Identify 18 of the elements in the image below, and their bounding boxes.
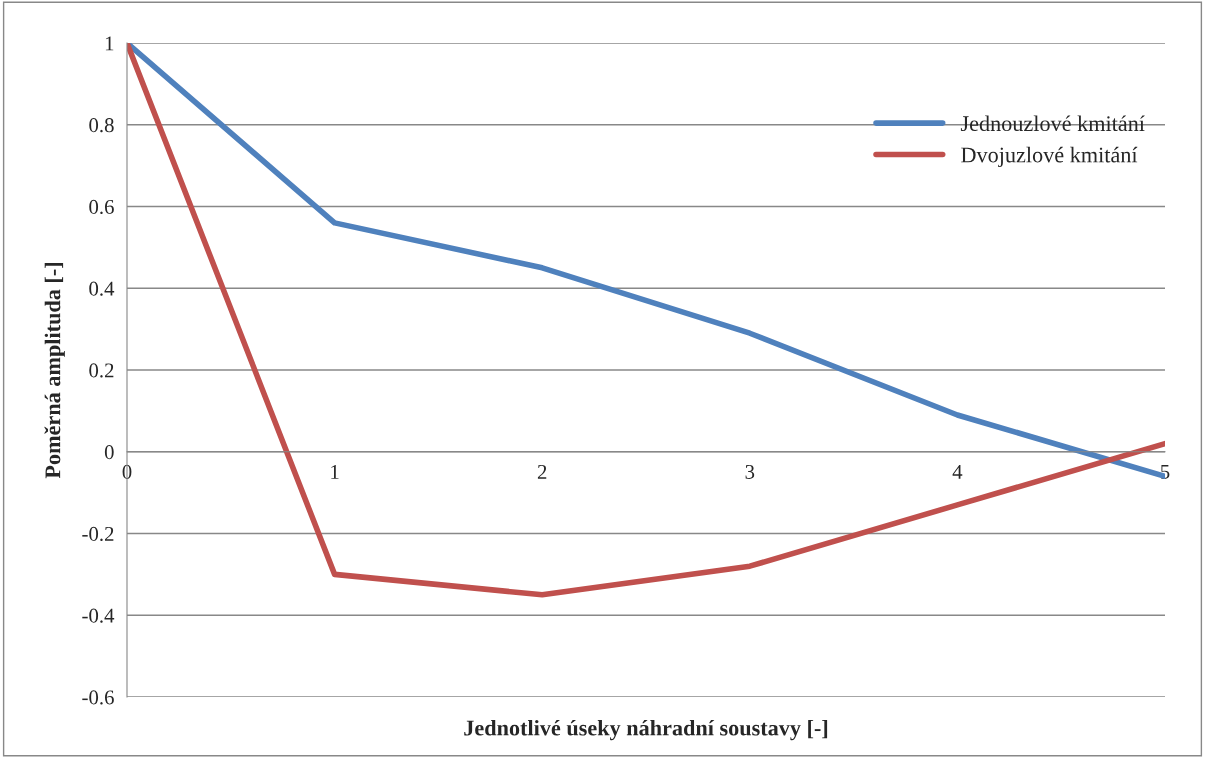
y-tick-label: -0.6: [82, 690, 114, 705]
y-tick-label: -0.4: [82, 608, 115, 623]
y-tick-label: -0.2: [82, 526, 114, 542]
legend-label: Jednouzlové kmitání: [960, 115, 1145, 132]
x-tick-label: 1: [331, 464, 339, 479]
x-tick-label: 4: [952, 464, 963, 479]
x-tick-label: 0: [122, 464, 132, 479]
y-tick-label: 0.4: [89, 281, 115, 296]
y-tick-label: 1: [105, 36, 114, 51]
x-tick-label: 2: [537, 464, 547, 479]
y-tick-label: 0: [104, 445, 114, 460]
x-tick-label: 3: [745, 464, 755, 479]
y-tick-label: 0.6: [89, 199, 114, 215]
y-tick-label: 0.2: [89, 363, 114, 378]
legend-label: Dvojuzlové kmitání: [961, 146, 1138, 168]
x-axis-title: Jednotlivé úseky náhradní soustavy [-]: [464, 719, 828, 741]
y-tick-label: 0.8: [89, 118, 114, 133]
y-axis-title: Poměrná amplituda [-]: [44, 263, 65, 479]
